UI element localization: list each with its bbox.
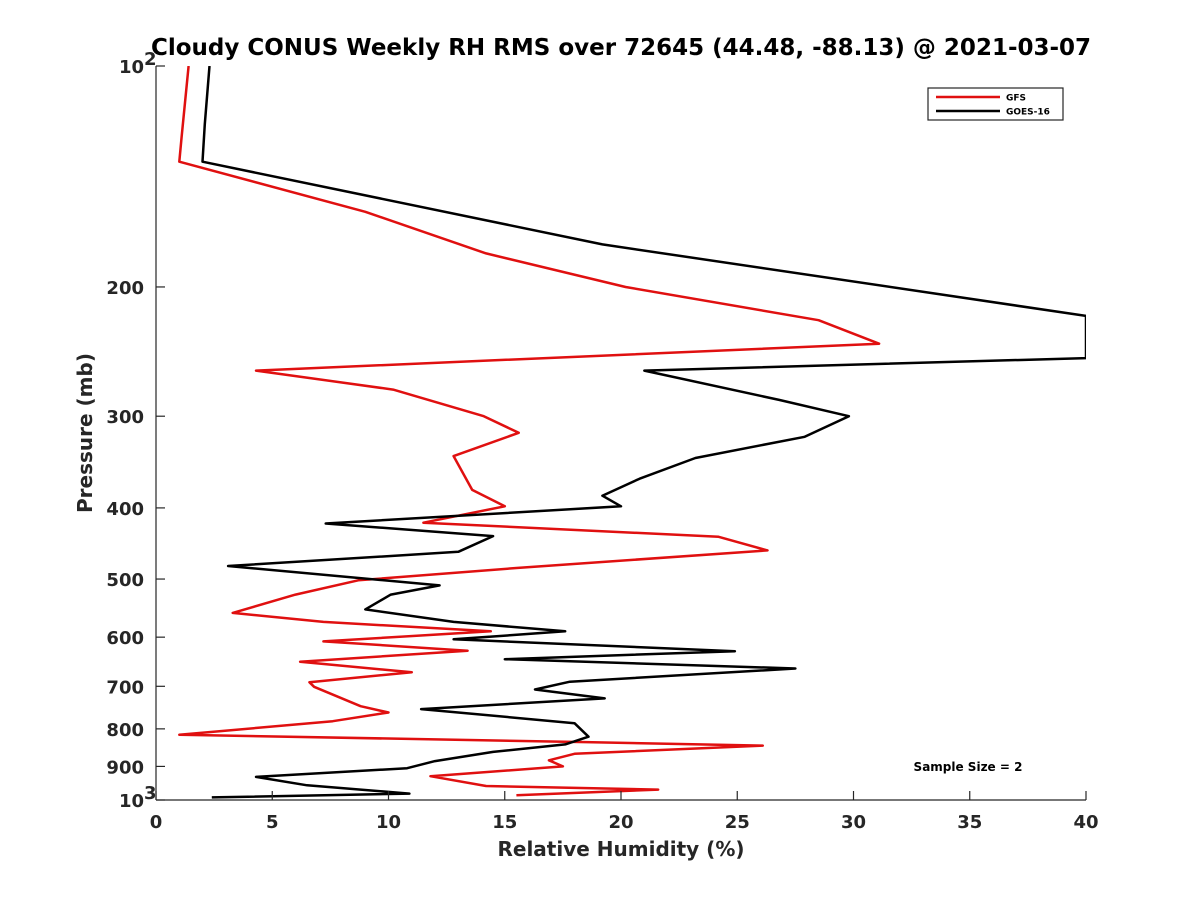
y-axis-label: Pressure (mb)	[73, 353, 97, 513]
y-tick-label: 500	[106, 570, 144, 591]
x-tick-label: 40	[1073, 812, 1098, 833]
x-axis-label: Relative Humidity (%)	[497, 837, 744, 861]
y-tick-label: 10	[119, 791, 144, 812]
x-tick-label: 35	[957, 812, 982, 833]
y-tick-label: 700	[106, 677, 144, 698]
y-tick-exponent: 3	[144, 783, 157, 804]
series-lines	[178, 66, 1086, 799]
y-tick-label: 900	[106, 757, 144, 778]
x-tick-label: 30	[841, 812, 866, 833]
x-tick-label: 10	[376, 812, 401, 833]
y-tick-label: 600	[106, 628, 144, 649]
x-tick-label: 25	[725, 812, 750, 833]
legend-box	[927, 87, 1064, 121]
x-tick-label: 15	[492, 812, 517, 833]
y-tick-label: 400	[106, 499, 144, 520]
y-tick-label: 200	[106, 278, 144, 299]
x-tick-label: 5	[266, 812, 279, 833]
x-tick-label: 20	[608, 812, 633, 833]
y-tick-label: 300	[106, 407, 144, 428]
y-tick-label: 800	[106, 720, 144, 741]
legend: GFS GOES-16	[927, 87, 1064, 121]
legend-label-goes-16: GOES-16	[1006, 108, 1050, 118]
x-tick-label: 0	[150, 812, 163, 833]
series-line-goes-16	[201, 66, 1086, 799]
legend-label-gfs: GFS	[1006, 94, 1026, 104]
chart-title: Cloudy CONUS Weekly RH RMS over 72645 (4…	[151, 35, 1091, 61]
y-tick-label: 10	[119, 57, 144, 78]
y-tick-exponent: 2	[144, 49, 157, 70]
series-line-gfs	[178, 66, 881, 797]
sample-size-annotation: Sample Size = 2	[914, 760, 1023, 774]
